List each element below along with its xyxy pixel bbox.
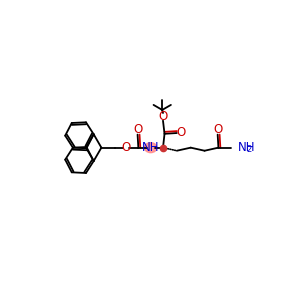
Text: NH: NH bbox=[238, 141, 255, 154]
Text: NH: NH bbox=[142, 141, 159, 154]
Text: 2: 2 bbox=[246, 145, 251, 154]
Text: O: O bbox=[158, 110, 168, 123]
Text: O: O bbox=[134, 123, 143, 136]
Text: O: O bbox=[214, 123, 223, 136]
Text: O: O bbox=[122, 141, 131, 154]
Ellipse shape bbox=[145, 142, 157, 153]
Text: O: O bbox=[176, 126, 185, 139]
